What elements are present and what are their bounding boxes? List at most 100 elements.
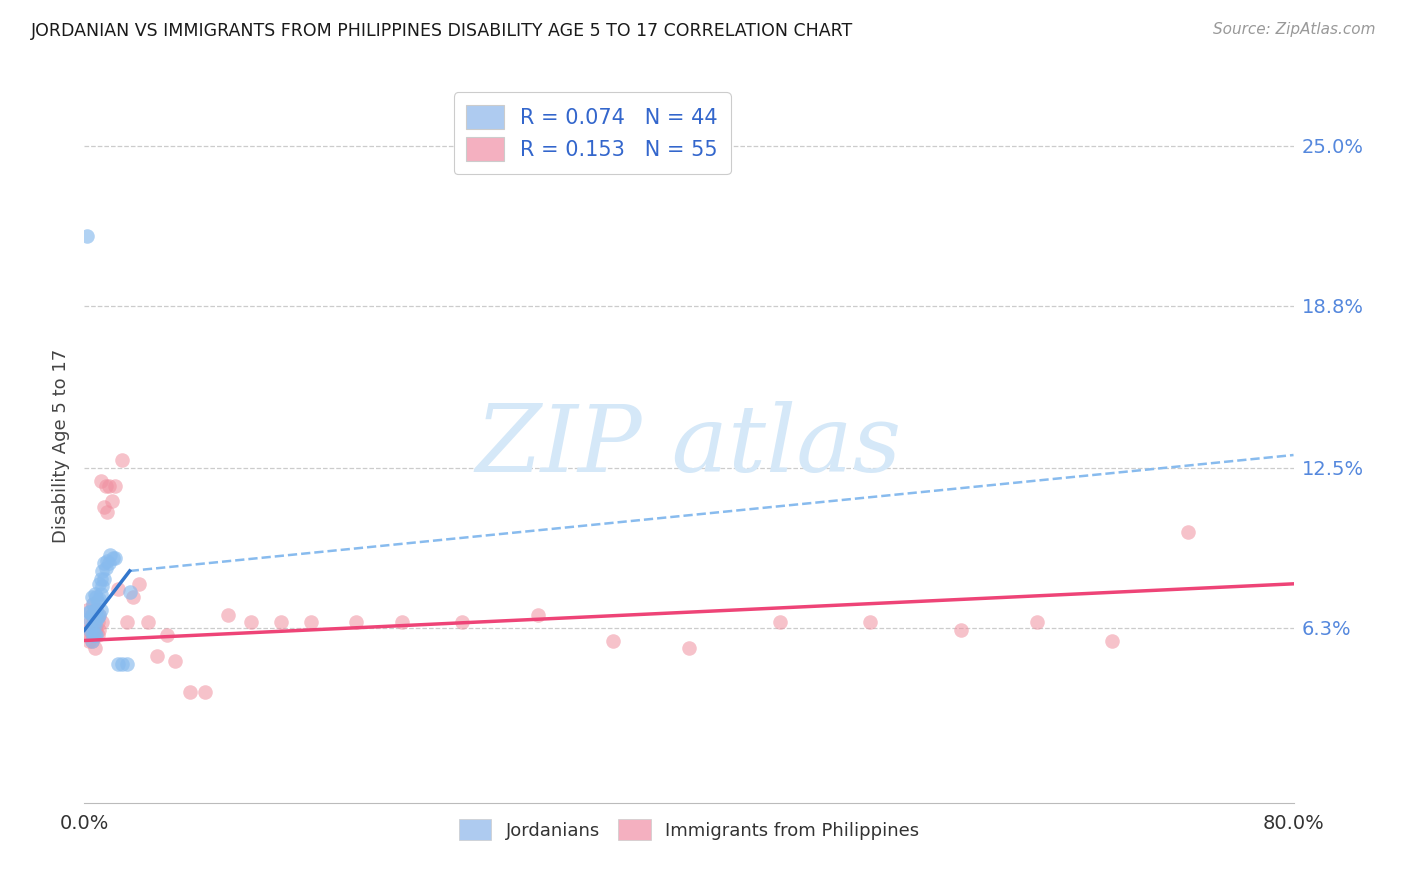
Point [239, 615, 262, 630]
Point [97, 556, 120, 570]
Point [87, 615, 110, 630]
Point [91, 579, 114, 593]
Point [82, 598, 104, 612]
Point [86, 623, 108, 637]
Point [80, 623, 103, 637]
Point [80, 607, 103, 622]
Point [346, 615, 368, 630]
Point [678, 641, 700, 656]
Point [115, 615, 138, 630]
Point [90, 602, 112, 616]
Text: JORDANIAN VS IMMIGRANTS FROM PHILIPPINES DISABILITY AGE 5 TO 17 CORRELATION CHAR: JORDANIAN VS IMMIGRANTS FROM PHILIPPINES… [31, 22, 853, 40]
Point [89, 623, 111, 637]
Point [87, 628, 110, 642]
Point [950, 623, 973, 637]
Point [80, 607, 103, 622]
Point [84, 587, 107, 601]
Point [115, 657, 138, 671]
Point [111, 453, 134, 467]
Point [97, 479, 120, 493]
Point [82, 618, 104, 632]
Point [90, 474, 112, 488]
Point [84, 628, 107, 642]
Point [79, 623, 101, 637]
Point [91, 615, 114, 630]
Point [76, 602, 98, 616]
Point [94, 561, 117, 575]
Point [96, 505, 118, 519]
Point [165, 654, 187, 668]
Point [93, 572, 115, 586]
Point [79, 605, 101, 619]
Point [98, 549, 121, 563]
Point [107, 582, 129, 596]
Point [90, 572, 112, 586]
Legend: Jordanians, Immigrants from Philippines: Jordanians, Immigrants from Philippines [451, 812, 927, 847]
Point [111, 657, 134, 671]
Point [93, 556, 115, 570]
Point [91, 564, 114, 578]
Point [104, 551, 127, 566]
Point [391, 615, 413, 630]
Point [84, 607, 107, 622]
Point [79, 613, 101, 627]
Point [128, 577, 150, 591]
Point [80, 633, 103, 648]
Point [82, 598, 104, 612]
Point [107, 657, 129, 671]
Point [86, 602, 108, 616]
Point [1025, 615, 1047, 630]
Point [769, 615, 792, 630]
Point [87, 610, 110, 624]
Point [77, 633, 100, 648]
Point [82, 607, 104, 622]
Point [82, 615, 104, 630]
Point [89, 607, 111, 622]
Point [194, 685, 217, 699]
Point [84, 618, 107, 632]
Point [270, 615, 292, 630]
Text: Source: ZipAtlas.com: Source: ZipAtlas.com [1212, 22, 1375, 37]
Point [1101, 633, 1123, 648]
Point [118, 584, 141, 599]
Point [86, 613, 108, 627]
Point [80, 590, 103, 604]
Point [90, 587, 112, 601]
Point [87, 595, 110, 609]
Point [79, 615, 101, 630]
Point [96, 554, 118, 568]
Point [121, 590, 143, 604]
Point [89, 577, 111, 591]
Point [179, 685, 201, 699]
Point [77, 605, 100, 619]
Point [101, 551, 124, 566]
Point [80, 623, 103, 637]
Point [100, 494, 122, 508]
Point [217, 607, 239, 622]
Point [77, 623, 100, 637]
Point [84, 607, 107, 622]
Point [602, 633, 624, 648]
Point [82, 628, 104, 642]
Point [156, 628, 179, 642]
Point [82, 628, 104, 642]
Point [527, 607, 550, 622]
Point [136, 615, 159, 630]
Point [299, 615, 322, 630]
Point [76, 229, 98, 244]
Point [89, 607, 111, 622]
Point [146, 648, 169, 663]
Point [80, 633, 103, 648]
Point [86, 602, 108, 616]
Point [84, 641, 107, 656]
Y-axis label: Disability Age 5 to 17: Disability Age 5 to 17 [52, 349, 70, 543]
Point [94, 479, 117, 493]
Point [84, 602, 107, 616]
Point [86, 590, 108, 604]
Point [93, 500, 115, 514]
Point [1177, 525, 1199, 540]
Point [84, 623, 107, 637]
Point [79, 628, 101, 642]
Point [859, 615, 882, 630]
Point [451, 615, 474, 630]
